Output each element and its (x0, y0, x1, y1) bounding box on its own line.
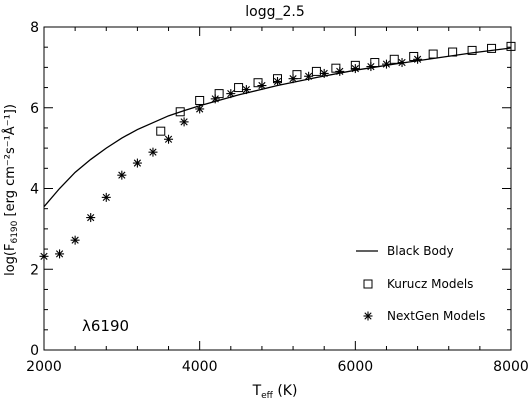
y-axis-label-sub: 6190 (10, 220, 20, 243)
x-tick-label: 2000 (26, 359, 62, 375)
nextgen-models-point (179, 117, 189, 127)
chart-title: logg_2.5 (245, 4, 305, 20)
kurucz-models-point (448, 47, 458, 57)
plot-border (43, 26, 512, 351)
kurucz-models-point (234, 83, 244, 93)
nextgen-models-point (413, 54, 423, 64)
nextgen-models-point (319, 68, 329, 78)
nextgen-models-point (241, 85, 251, 95)
nextgen-models-point (381, 59, 391, 69)
nextgen-models-point (148, 147, 158, 157)
kurucz-models-point (195, 95, 205, 105)
nextgen-models-point (226, 89, 236, 99)
y-axis-label-unit: [erg cm⁻²s⁻¹Å⁻¹]) (2, 104, 18, 221)
legend-swatch-nextgen-models (363, 311, 373, 321)
kurucz-models-point (389, 54, 399, 64)
kurucz-models-point (175, 107, 185, 117)
legend-label-nextgen-models: NextGen Models (387, 309, 485, 323)
x-tick-label: 8000 (493, 359, 529, 375)
black-body-curve (43, 47, 512, 208)
nextgen-models-point (86, 213, 96, 223)
nextgen-models-point (164, 134, 174, 144)
legend-label-kurucz-models: Kurucz Models (387, 277, 473, 291)
y-axis-label: log(F6190 [erg cm⁻²s⁻¹Å⁻¹]) (2, 104, 20, 276)
nextgen-models-point (117, 170, 127, 180)
nextgen-models-point (397, 58, 407, 68)
kurucz-models-point (156, 126, 166, 136)
nextgen-models-point (101, 192, 111, 202)
x-axis-label-unit: (K) (273, 383, 298, 399)
y-tick-labels: 0 2 4 6 8 (30, 20, 39, 359)
plot-area (39, 41, 516, 261)
kurucz-models-point (487, 43, 497, 53)
nextgen-models-point (132, 158, 142, 168)
y-tick-label: 2 (30, 262, 39, 278)
x-axis-label: Teff (K) (252, 383, 298, 401)
x-axis-label-main: T (252, 383, 262, 399)
nextgen-models-point (70, 235, 80, 245)
nextgen-models-point (350, 64, 360, 74)
plot-frame (43, 26, 512, 351)
y-tick-label: 0 (30, 343, 39, 359)
axis-ticks (43, 26, 512, 351)
nextgen-models-point (55, 249, 65, 259)
kurucz-models-point (214, 89, 224, 99)
y-tick-label: 8 (30, 20, 39, 36)
legend-swatch-kurucz-models (363, 279, 373, 289)
y-axis-label-main: log(F (3, 244, 18, 276)
kurucz-models-point (467, 45, 477, 55)
nextgen-models-point (366, 62, 376, 72)
nextgen-models-point (273, 77, 282, 87)
legend-label-black-body: Black Body (387, 244, 454, 258)
legend: Black Body Kurucz Models NextGen Models (356, 244, 485, 323)
wavelength-annotation: λ6190 (82, 317, 129, 335)
x-tick-label: 4000 (182, 359, 218, 375)
x-axis-label-sub: eff (261, 391, 274, 401)
nextgen-models-point (304, 71, 314, 81)
nextgen-models-point (257, 81, 267, 91)
nextgen-models-point (195, 104, 205, 114)
x-tick-label: 6000 (338, 359, 374, 375)
y-tick-label: 4 (30, 182, 39, 198)
kurucz-models-point (311, 66, 321, 76)
nextgen-models-point (39, 251, 49, 261)
kurucz-models-point (506, 41, 516, 51)
kurucz-models-point (428, 49, 438, 59)
y-tick-label: 6 (30, 101, 39, 117)
nextgen-models-point (288, 74, 298, 84)
nextgen-models-point (210, 94, 220, 104)
nextgen-models-point (335, 66, 345, 76)
x-tick-labels: 2000 4000 6000 8000 (26, 359, 529, 375)
